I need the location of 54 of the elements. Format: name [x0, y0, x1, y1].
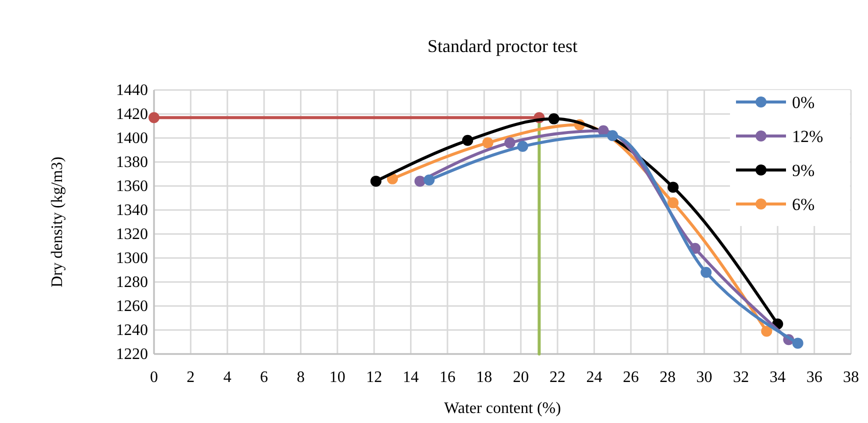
point	[148, 112, 160, 124]
x-tick-label: 0	[150, 369, 158, 386]
y-tick-label: 1280	[116, 274, 148, 291]
point	[792, 338, 804, 349]
x-tick-label: 16	[439, 369, 456, 386]
point	[424, 174, 435, 186]
point	[482, 137, 494, 148]
point	[517, 140, 528, 152]
x-tick-label: 12	[366, 369, 382, 386]
x-tick-label: 6	[260, 369, 268, 386]
legend-label: 0%	[792, 93, 815, 112]
point	[548, 113, 560, 124]
y-tick-label: 1220	[116, 346, 148, 363]
legend-label: 6%	[792, 195, 815, 214]
x-tick-label: 30	[696, 369, 712, 386]
point	[414, 176, 426, 187]
y-tick-label: 1320	[116, 226, 148, 243]
point	[668, 197, 679, 208]
legend-label: 12%	[792, 127, 824, 146]
chart-title: Standard proctor test	[428, 36, 578, 56]
y-tick-label: 1240	[116, 322, 148, 339]
y-tick-label: 1300	[116, 250, 148, 267]
x-tick-label: 10	[329, 369, 346, 386]
x-tick-label: 20	[512, 369, 529, 386]
x-tick-label: 18	[476, 369, 492, 386]
point	[761, 326, 772, 337]
legend-label: 9%	[792, 161, 815, 180]
y-tick-label: 1400	[116, 130, 148, 147]
x-tick-label: 26	[622, 369, 639, 386]
x-tick-label: 2	[186, 369, 195, 386]
x-tick-label: 32	[732, 369, 749, 386]
point	[504, 137, 516, 148]
x-tick-label: 14	[402, 369, 419, 386]
x-tick-label: 36	[806, 369, 822, 386]
y-tick-label: 1260	[116, 298, 148, 315]
x-tick-label: 24	[586, 369, 602, 386]
y-tick-label: 1380	[116, 154, 148, 171]
y-tick-label: 1420	[116, 106, 148, 123]
point	[462, 134, 474, 146]
y-axis-title: Dry density (kg/m3)	[49, 156, 66, 288]
point	[607, 130, 618, 142]
y-tick-label: 1340	[116, 202, 148, 219]
x-tick-label: 28	[660, 369, 676, 386]
point	[700, 266, 712, 278]
point	[370, 176, 382, 187]
point	[668, 182, 679, 193]
x-tick-label: 22	[550, 369, 566, 386]
x-tick-label: 38	[843, 369, 859, 386]
y-tick-label: 1440	[116, 82, 148, 99]
x-tick-label: 34	[770, 369, 786, 386]
x-tick-label: 8	[296, 369, 305, 386]
y-tick-label: 1360	[116, 178, 148, 195]
x-tick-label: 4	[223, 369, 232, 386]
x-axis-title: Water content (%)	[444, 400, 561, 417]
